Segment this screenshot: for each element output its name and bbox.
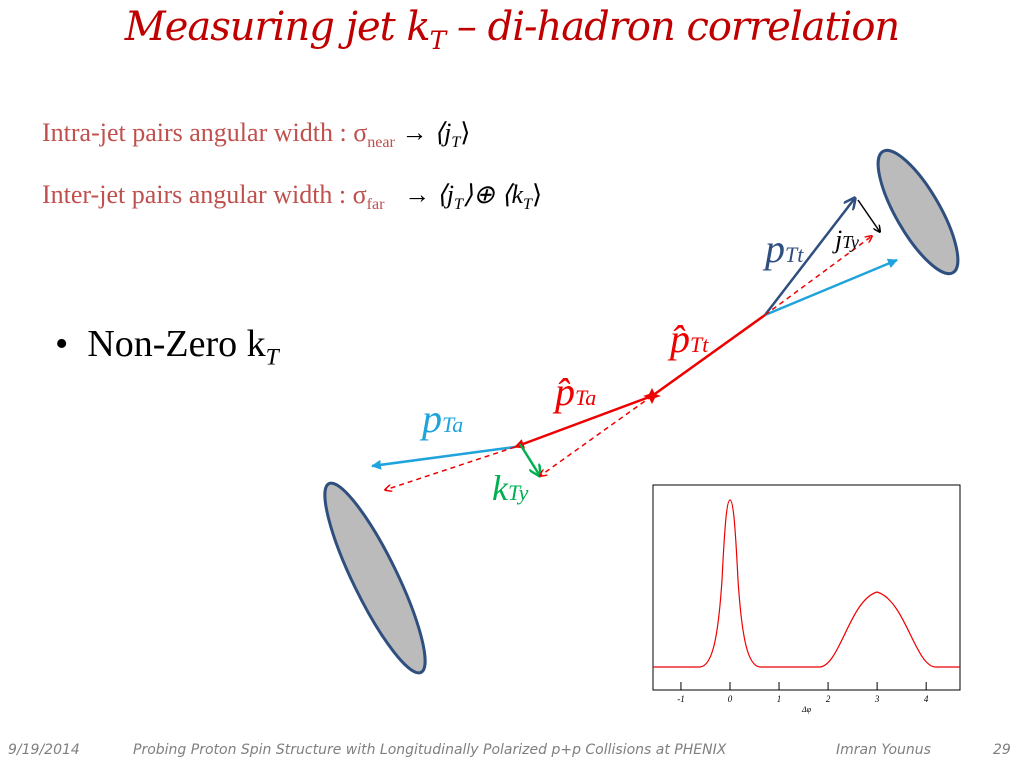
label: jTy xyxy=(832,225,859,254)
arrow xyxy=(764,258,898,317)
x-tick-label: 2 xyxy=(826,694,831,704)
label: Inter-jet pairs angular width : xyxy=(42,180,353,209)
label-part: Ty xyxy=(842,232,859,252)
x-tick-label: 1 xyxy=(777,694,782,704)
dashed-arrow xyxy=(385,446,516,490)
label-part: Ty xyxy=(508,480,529,505)
arrow xyxy=(518,443,540,476)
expr: ⟨j xyxy=(433,118,452,147)
bullet-text: Non-Zero k xyxy=(87,323,266,365)
page-number: 29 xyxy=(993,742,1011,758)
bullet: • Non-Zero kT xyxy=(55,323,279,371)
arrow xyxy=(371,445,516,470)
arrow: → xyxy=(401,118,428,147)
label: pTa xyxy=(419,396,463,441)
arrow xyxy=(651,313,766,398)
label-part: Tt xyxy=(690,332,709,357)
label-part: p xyxy=(419,396,442,441)
label: p̂Tt xyxy=(667,316,709,361)
sub: T xyxy=(523,196,532,214)
dashed-arrow xyxy=(540,395,653,476)
label-part: p xyxy=(762,226,785,271)
inset-plot: -1 0 1 2 3 4 Δφ xyxy=(652,484,961,714)
label-part: p̂ xyxy=(667,316,690,361)
title: Measuring jet kT – di-hadron correlation xyxy=(0,4,1024,55)
sub: T xyxy=(451,134,461,152)
symbol: σ xyxy=(353,118,368,147)
label-part: Ta xyxy=(442,412,463,437)
label-part: p̂ xyxy=(552,369,575,414)
label-part: Ta xyxy=(575,385,596,410)
x-axis-label: Δφ xyxy=(801,705,812,714)
sub: near xyxy=(367,134,395,152)
plot-frame xyxy=(652,484,961,691)
arrow xyxy=(764,198,855,316)
footer-author: Imran Younus xyxy=(836,742,931,758)
formula-line: Inter-jet pairs angular width : σfar → ⟨… xyxy=(42,180,542,214)
arrow xyxy=(857,199,880,232)
footer-title: Probing Proton Spin Structure with Longi… xyxy=(133,742,727,758)
symbol: σ xyxy=(352,180,367,209)
curve xyxy=(653,499,960,668)
vertex xyxy=(643,388,661,404)
expr: ⟩ xyxy=(532,180,543,209)
arrow xyxy=(514,394,653,449)
expr: ⟩ xyxy=(460,118,471,147)
x-tick-label: 0 xyxy=(728,694,733,704)
label-part: Tt xyxy=(785,242,804,267)
x-tick-label: 4 xyxy=(924,694,929,704)
formula-line: Intra-jet pairs angular width : σnear → … xyxy=(42,118,470,152)
footer-date: 9/19/2014 xyxy=(8,742,80,758)
title-sub: T xyxy=(429,26,447,55)
x-tick-label: 3 xyxy=(874,694,880,704)
label: pTt xyxy=(762,226,804,271)
label: Intra-jet pairs angular width : xyxy=(42,118,354,147)
label-part: k xyxy=(492,468,509,508)
diagram: pTt jTy p̂Tt p̂Ta pTa kTy -1 0 1 2 3 4Δφ xyxy=(323,148,961,714)
title-text: Measuring jet k xyxy=(124,4,431,50)
arrow: → xyxy=(404,180,431,209)
x-tick-label: -1 xyxy=(677,694,685,704)
label: p̂Ta xyxy=(552,369,596,414)
sub: T xyxy=(265,344,279,371)
label: kTy xyxy=(492,468,529,508)
jet-cone xyxy=(876,148,960,276)
label-part: j xyxy=(832,225,842,254)
expr: ⟩⊕ ⟨k xyxy=(462,180,524,209)
jet-cone xyxy=(323,481,427,675)
sub: T xyxy=(453,196,463,214)
sub: far xyxy=(366,196,385,214)
expr: ⟨j xyxy=(436,180,454,209)
dashed-arrow xyxy=(764,236,872,316)
title-text: – di-hadron correlation xyxy=(445,4,900,50)
